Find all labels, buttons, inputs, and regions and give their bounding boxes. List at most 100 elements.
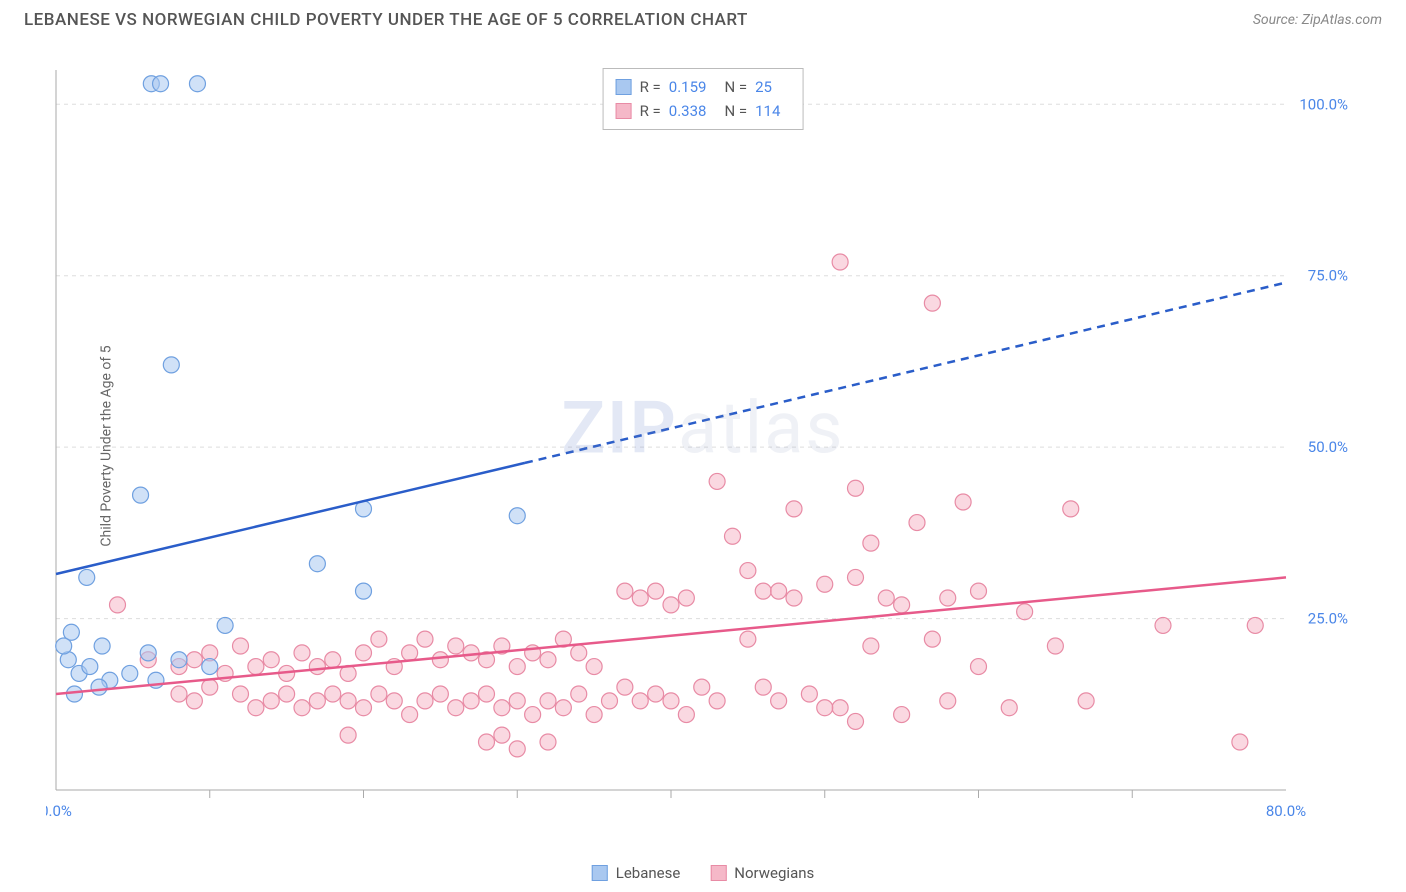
data-point <box>863 535 879 551</box>
data-point <box>817 700 833 716</box>
data-point <box>153 76 169 92</box>
data-point <box>171 686 187 702</box>
data-point <box>786 590 802 606</box>
data-point <box>1063 501 1079 517</box>
data-point <box>189 76 205 92</box>
data-point <box>894 597 910 613</box>
data-point <box>494 727 510 743</box>
data-point <box>133 487 149 503</box>
data-point <box>617 679 633 695</box>
data-point <box>340 727 356 743</box>
trend-line <box>56 577 1286 694</box>
data-point <box>325 686 341 702</box>
data-point <box>432 686 448 702</box>
data-point <box>122 665 138 681</box>
data-point <box>479 734 495 750</box>
data-point <box>632 693 648 709</box>
data-point <box>91 679 107 695</box>
data-point <box>340 693 356 709</box>
data-point <box>571 645 587 661</box>
data-point <box>848 713 864 729</box>
data-point <box>940 590 956 606</box>
data-point <box>1155 617 1171 633</box>
data-point <box>632 590 648 606</box>
data-point <box>163 357 179 373</box>
data-point <box>971 583 987 599</box>
data-point <box>186 693 202 709</box>
data-point <box>294 700 310 716</box>
data-point <box>648 583 664 599</box>
data-point <box>171 652 187 668</box>
data-point <box>740 631 756 647</box>
data-point <box>663 597 679 613</box>
data-point <box>848 569 864 585</box>
legend-row: R =0.338N =114 <box>616 99 791 123</box>
correlation-legend: R =0.159N =25R =0.338N =114 <box>603 68 804 130</box>
data-point <box>663 693 679 709</box>
data-point <box>494 700 510 716</box>
data-point <box>924 631 940 647</box>
data-point <box>248 700 264 716</box>
data-point <box>186 652 202 668</box>
data-point <box>571 686 587 702</box>
data-point <box>1232 734 1248 750</box>
data-point <box>1247 617 1263 633</box>
legend-swatch <box>616 103 632 119</box>
data-point <box>233 638 249 654</box>
data-point <box>755 679 771 695</box>
data-point <box>725 528 741 544</box>
trend-line-dashed <box>525 283 1286 463</box>
legend-r-label: R = <box>640 99 661 123</box>
data-point <box>940 693 956 709</box>
data-point <box>509 693 525 709</box>
legend-r-value: 0.338 <box>669 99 707 123</box>
legend-item: Norwegians <box>710 864 814 882</box>
data-point <box>801 686 817 702</box>
legend-n-label: N = <box>724 75 747 99</box>
chart-title: LEBANESE VS NORWEGIAN CHILD POVERTY UNDE… <box>24 10 748 30</box>
data-point <box>463 693 479 709</box>
data-point <box>1017 604 1033 620</box>
data-point <box>678 590 694 606</box>
chart-area: 25.0%50.0%75.0%100.0%0.0%80.0% <box>46 60 1386 832</box>
data-point <box>540 734 556 750</box>
data-point <box>309 693 325 709</box>
data-point <box>694 679 710 695</box>
data-point <box>509 508 525 524</box>
data-point <box>79 569 95 585</box>
data-point <box>909 515 925 531</box>
data-point <box>309 659 325 675</box>
data-point <box>832 254 848 270</box>
data-point <box>1047 638 1063 654</box>
data-point <box>356 583 372 599</box>
data-point <box>924 295 940 311</box>
data-point <box>202 659 218 675</box>
legend-r-value: 0.159 <box>669 75 707 99</box>
data-point <box>817 576 833 592</box>
data-point <box>617 583 633 599</box>
y-tick-label: 100.0% <box>1299 95 1348 113</box>
data-point <box>279 686 295 702</box>
x-tick-label: 0.0% <box>46 802 72 820</box>
y-tick-label: 50.0% <box>1308 438 1348 456</box>
data-point <box>371 631 387 647</box>
data-point <box>263 652 279 668</box>
legend-swatch <box>710 865 726 881</box>
data-point <box>678 707 694 723</box>
data-point <box>432 652 448 668</box>
data-point <box>448 638 464 654</box>
series-legend: Lebanese Norwegians <box>592 864 815 882</box>
legend-label: Lebanese <box>616 864 681 882</box>
data-point <box>971 659 987 675</box>
data-point <box>309 556 325 572</box>
data-point <box>294 645 310 661</box>
data-point <box>463 645 479 661</box>
legend-n-label: N = <box>724 99 747 123</box>
data-point <box>448 700 464 716</box>
data-point <box>848 480 864 496</box>
data-point <box>217 617 233 633</box>
data-point <box>832 700 848 716</box>
data-point <box>540 652 556 668</box>
data-point <box>586 707 602 723</box>
data-point <box>263 693 279 709</box>
